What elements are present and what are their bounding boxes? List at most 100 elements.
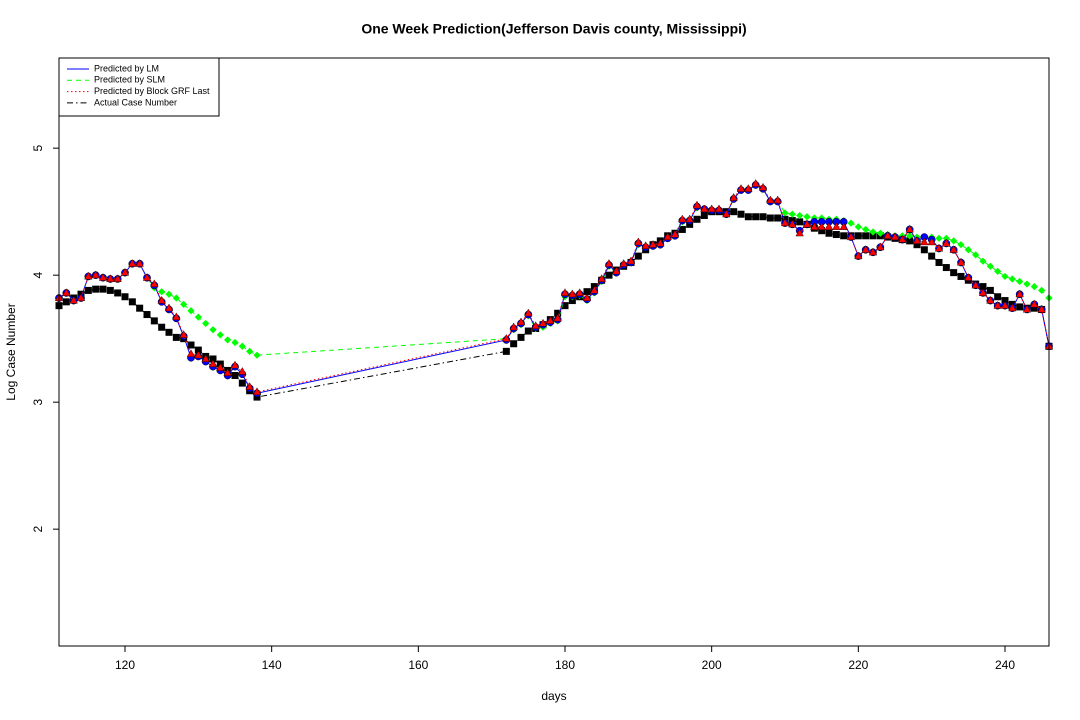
point xyxy=(216,363,225,371)
point xyxy=(912,236,922,244)
point xyxy=(678,214,687,223)
y-tick-label: 5 xyxy=(31,145,45,152)
point xyxy=(186,349,196,357)
point xyxy=(114,289,122,297)
point xyxy=(634,252,642,260)
point xyxy=(714,204,724,213)
y-tick-label: 4 xyxy=(31,272,45,279)
point xyxy=(245,382,254,390)
point xyxy=(516,317,526,326)
point xyxy=(935,234,943,242)
point xyxy=(927,237,936,246)
point xyxy=(956,257,966,266)
point xyxy=(128,259,137,267)
point xyxy=(502,347,510,355)
point xyxy=(869,228,877,236)
point xyxy=(99,285,107,293)
point xyxy=(612,266,621,275)
point xyxy=(62,288,71,296)
legend-box xyxy=(58,57,220,117)
point xyxy=(106,286,114,294)
point xyxy=(92,285,100,293)
point xyxy=(252,387,262,396)
point xyxy=(883,231,892,239)
point xyxy=(861,245,870,253)
point xyxy=(150,279,159,288)
point xyxy=(818,227,826,235)
point xyxy=(238,367,247,375)
point xyxy=(957,241,965,249)
point xyxy=(201,354,210,362)
point xyxy=(978,288,988,296)
point xyxy=(165,328,173,336)
point xyxy=(135,259,144,267)
point xyxy=(208,359,218,368)
point xyxy=(150,317,158,325)
x-tick-label: 220 xyxy=(848,658,868,672)
point xyxy=(832,222,841,230)
point xyxy=(106,274,115,282)
point xyxy=(957,272,965,280)
point xyxy=(561,302,569,310)
point xyxy=(993,301,1002,309)
point xyxy=(854,232,862,240)
y-tick-label: 3 xyxy=(31,399,45,406)
point xyxy=(994,293,1002,301)
point xyxy=(744,184,753,192)
point xyxy=(1016,277,1024,286)
point xyxy=(583,288,591,296)
point xyxy=(128,298,136,306)
point xyxy=(590,285,599,294)
point xyxy=(773,195,782,204)
point xyxy=(1037,304,1046,313)
point xyxy=(824,222,834,230)
point xyxy=(707,204,716,213)
point xyxy=(209,326,217,334)
point xyxy=(736,184,746,192)
point xyxy=(971,280,980,289)
point xyxy=(553,313,562,322)
point xyxy=(788,210,796,218)
point xyxy=(979,257,987,265)
legend-label: Actual Case Number xyxy=(94,97,177,107)
point xyxy=(656,238,665,247)
point xyxy=(1022,304,1032,313)
point xyxy=(928,252,936,260)
point xyxy=(935,258,943,266)
point xyxy=(722,209,731,218)
point xyxy=(238,379,246,387)
x-tick-label: 120 xyxy=(115,658,135,672)
point xyxy=(230,360,240,369)
point xyxy=(604,259,614,267)
point xyxy=(648,240,658,248)
point xyxy=(1030,282,1038,291)
point xyxy=(876,242,885,251)
point xyxy=(180,300,188,308)
point xyxy=(766,214,774,222)
point xyxy=(986,262,994,270)
point xyxy=(121,293,129,301)
point xyxy=(187,307,195,315)
point xyxy=(810,222,819,230)
legend-label: Predicted by SLM xyxy=(94,75,165,85)
x-axis-label: days xyxy=(541,689,566,703)
point xyxy=(796,218,804,226)
point xyxy=(1016,303,1024,311)
point xyxy=(84,286,92,294)
point xyxy=(194,346,202,354)
point xyxy=(1001,297,1009,305)
point xyxy=(781,209,789,217)
point xyxy=(113,274,122,282)
point xyxy=(120,268,130,276)
point xyxy=(854,251,863,260)
point xyxy=(876,229,884,237)
point xyxy=(780,218,790,227)
point xyxy=(1015,289,1024,298)
point xyxy=(91,270,100,279)
point xyxy=(582,293,592,302)
point xyxy=(62,298,70,306)
point xyxy=(986,295,995,304)
point xyxy=(172,312,181,321)
plot-frame xyxy=(58,57,1050,647)
